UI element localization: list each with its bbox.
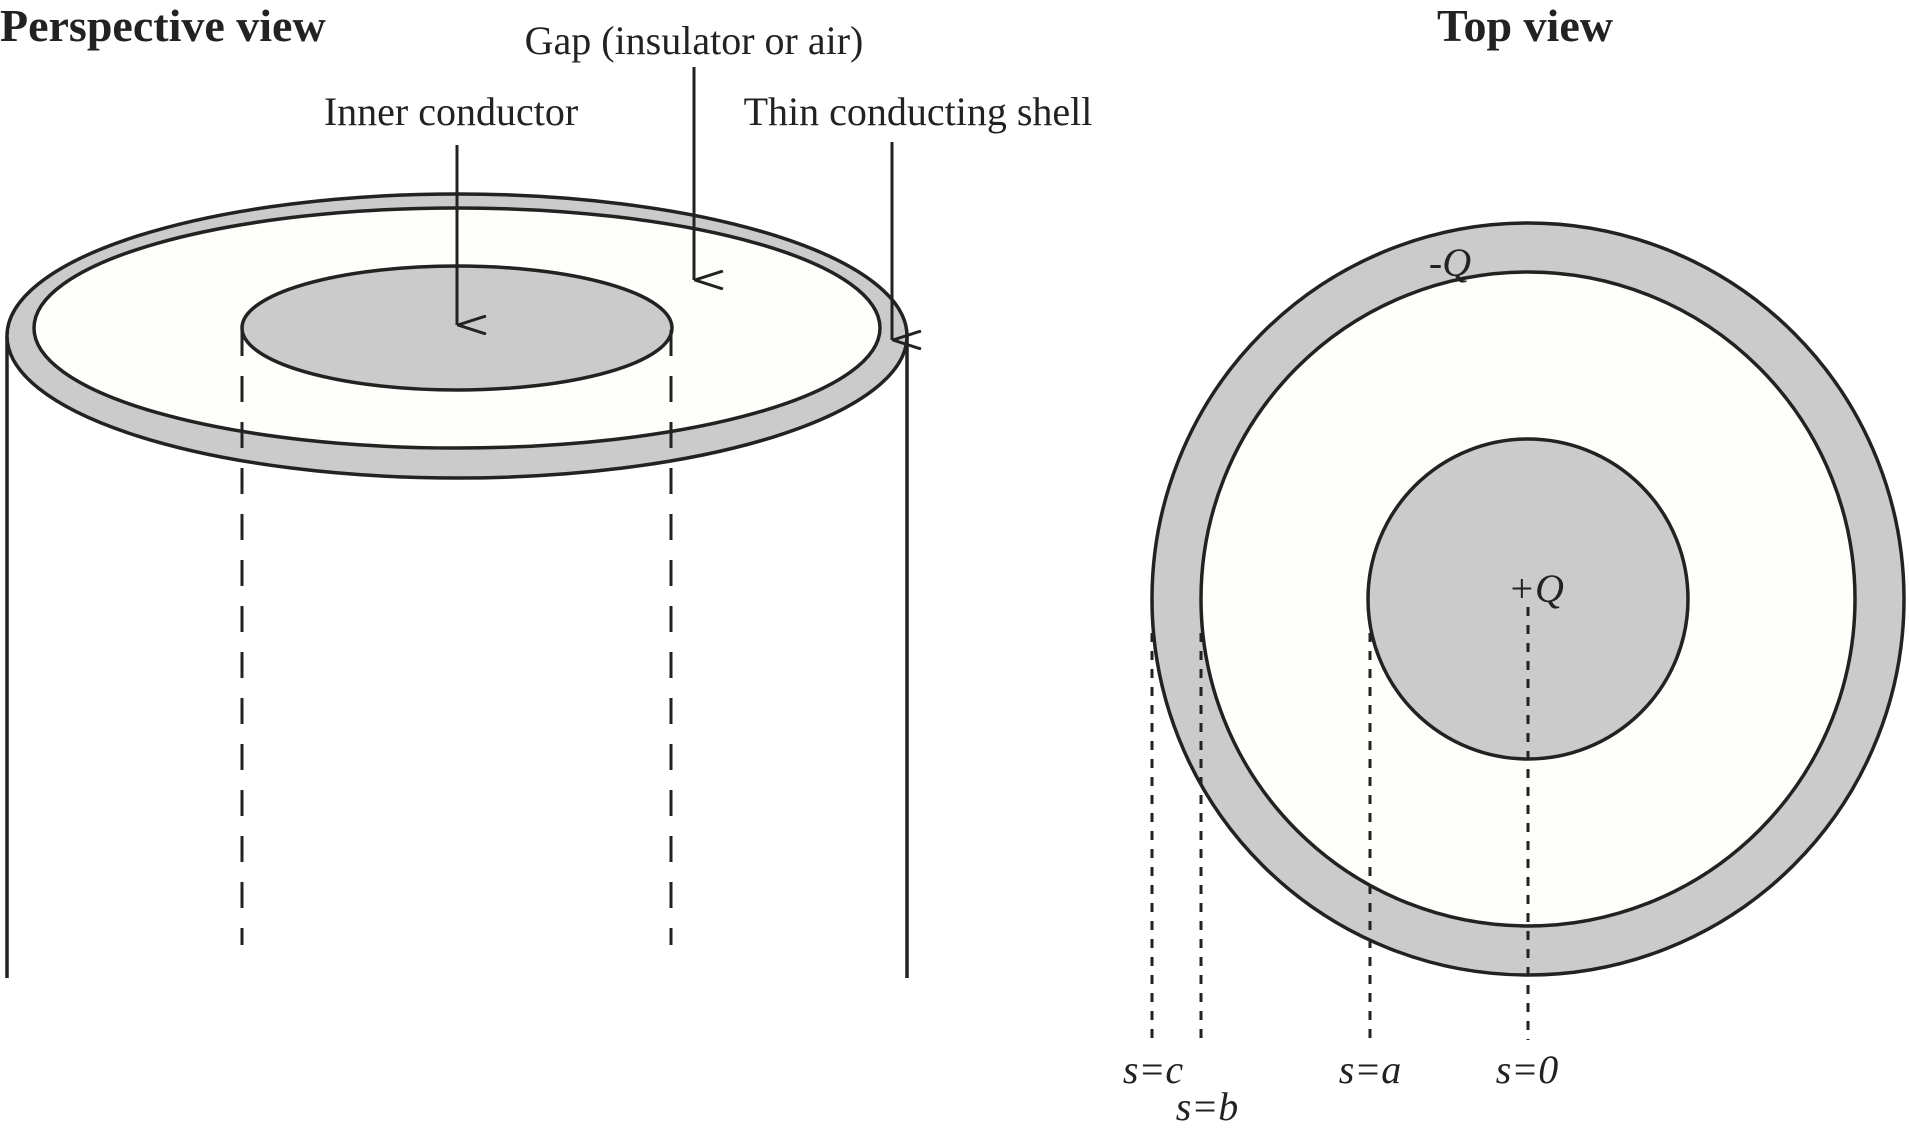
perspective-view-title: Perspective view	[0, 0, 326, 51]
gap-label: Gap (insulator or air)	[525, 18, 864, 63]
radius-label-b: s=b	[1176, 1084, 1239, 1129]
perspective-view: Perspective view Gap (insulator or air) …	[0, 0, 1092, 978]
outer-charge-label: -Q	[1429, 240, 1471, 285]
radius-label-a: s=a	[1339, 1047, 1402, 1092]
inner-conductor-label: Inner conductor	[324, 89, 578, 134]
radius-label-c: s=c	[1123, 1047, 1184, 1092]
inner-charge-label: +Q	[1508, 566, 1564, 611]
radius-label-zero: s=0	[1496, 1047, 1559, 1092]
top-view: Top view -Q +Q s=c s=b s=a s=0	[1123, 0, 1906, 1129]
shell-label: Thin conducting shell	[744, 89, 1093, 134]
top-view-title: Top view	[1437, 0, 1613, 51]
